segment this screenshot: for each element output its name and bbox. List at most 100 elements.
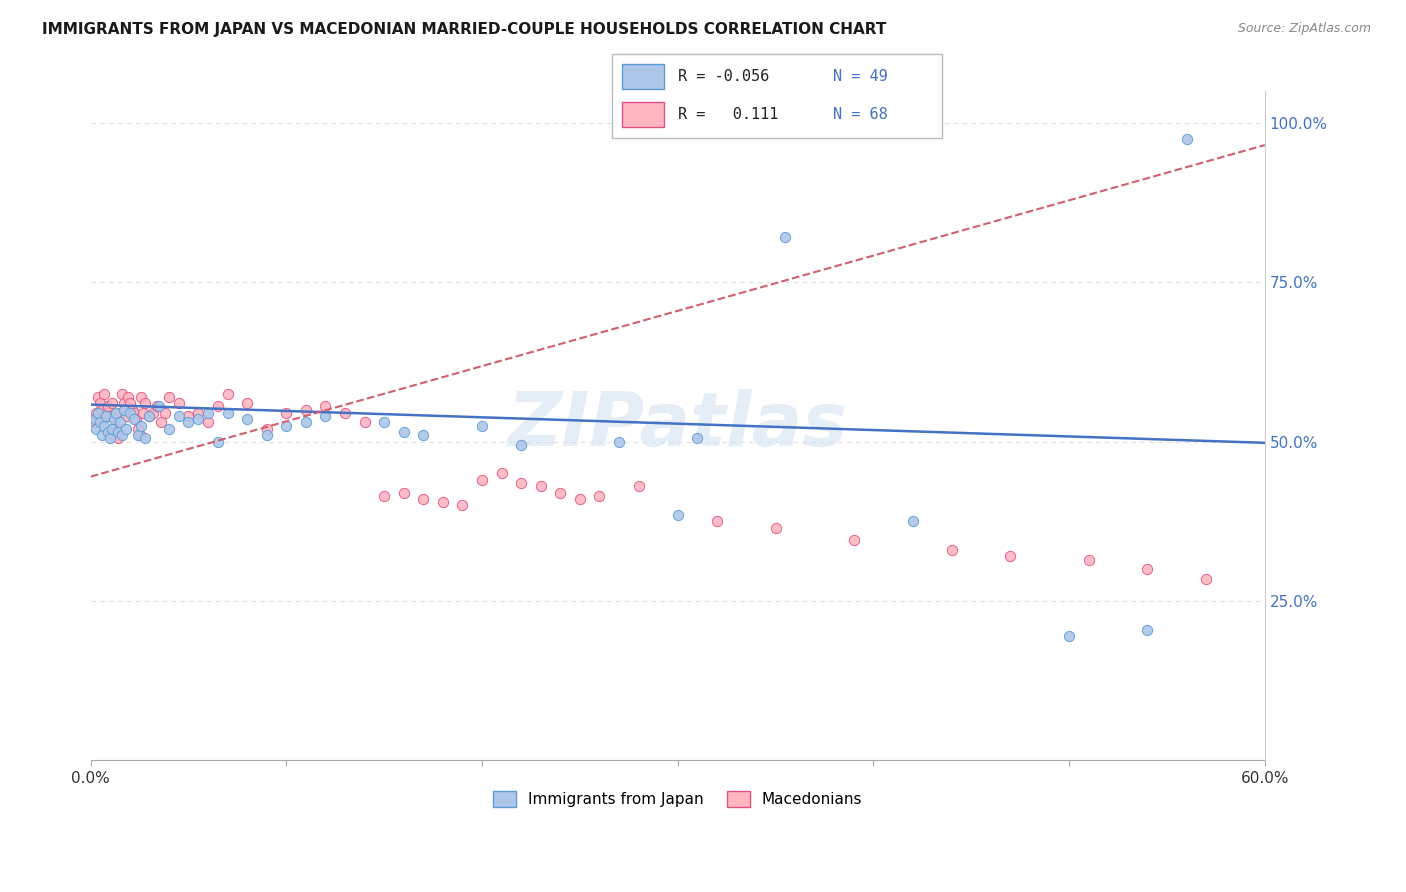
Point <box>471 473 494 487</box>
Point <box>103 428 125 442</box>
Point <box>187 412 209 426</box>
Point <box>392 485 415 500</box>
Point <box>107 425 129 439</box>
Point <box>1000 549 1022 564</box>
Point <box>353 416 375 430</box>
Point <box>107 431 129 445</box>
Point <box>666 508 689 522</box>
Point <box>550 485 572 500</box>
Point <box>132 406 155 420</box>
Point <box>105 406 128 420</box>
Point <box>842 533 865 548</box>
Point <box>127 422 149 436</box>
Point <box>295 402 318 417</box>
Point <box>412 491 434 506</box>
Point <box>217 406 239 420</box>
Point <box>530 479 553 493</box>
FancyBboxPatch shape <box>621 63 665 89</box>
Point <box>295 416 318 430</box>
Point <box>86 406 108 420</box>
Point <box>1136 562 1159 576</box>
Point <box>86 422 108 436</box>
Point <box>108 406 131 420</box>
Point <box>134 431 156 445</box>
Point <box>96 409 118 423</box>
Point <box>115 422 138 436</box>
Point <box>432 495 454 509</box>
Point <box>108 416 131 430</box>
Point <box>256 428 278 442</box>
Text: Source: ZipAtlas.com: Source: ZipAtlas.com <box>1237 22 1371 36</box>
Point <box>112 402 135 417</box>
Point <box>588 489 610 503</box>
Point <box>314 400 336 414</box>
Point <box>142 406 165 420</box>
Point <box>167 409 190 423</box>
Point <box>105 418 128 433</box>
Point <box>83 416 105 430</box>
Point <box>1077 552 1099 566</box>
Point <box>122 412 145 426</box>
Point <box>91 428 114 442</box>
Point <box>124 412 146 426</box>
Point <box>197 406 219 420</box>
Point <box>121 402 143 417</box>
Point <box>451 498 474 512</box>
Point <box>122 406 145 420</box>
Text: N = 49: N = 49 <box>832 69 887 84</box>
Point <box>607 434 630 449</box>
Point <box>765 521 787 535</box>
Point <box>118 396 141 410</box>
Text: N = 68: N = 68 <box>832 107 887 122</box>
Point <box>101 422 124 436</box>
Point <box>115 409 138 423</box>
Point <box>941 543 963 558</box>
Point <box>89 396 111 410</box>
Point <box>177 409 200 423</box>
Point <box>207 434 229 449</box>
Point <box>98 431 121 445</box>
Point <box>1057 629 1080 643</box>
Point <box>128 428 150 442</box>
Point <box>89 416 111 430</box>
Point <box>627 479 650 493</box>
Point <box>1195 572 1218 586</box>
Text: IMMIGRANTS FROM JAPAN VS MACEDONIAN MARRIED-COUPLE HOUSEHOLDS CORRELATION CHART: IMMIGRANTS FROM JAPAN VS MACEDONIAN MARR… <box>42 22 887 37</box>
Point <box>276 406 298 420</box>
Point <box>1136 623 1159 637</box>
Point <box>775 230 797 244</box>
Point <box>314 409 336 423</box>
FancyBboxPatch shape <box>612 54 942 138</box>
Point <box>131 390 153 404</box>
Point <box>131 418 153 433</box>
Point <box>686 431 709 445</box>
Point <box>93 418 115 433</box>
Point <box>276 418 298 433</box>
Point <box>187 406 209 420</box>
Point <box>148 400 170 414</box>
Point <box>157 390 180 404</box>
Point <box>96 406 118 420</box>
Point <box>207 400 229 414</box>
Point <box>392 425 415 439</box>
Point <box>236 412 259 426</box>
Point <box>177 416 200 430</box>
Point <box>510 475 533 490</box>
Point <box>568 491 591 506</box>
Point <box>93 386 115 401</box>
Point <box>112 396 135 410</box>
Point <box>706 514 728 528</box>
Point <box>153 406 176 420</box>
Point <box>256 422 278 436</box>
Point <box>97 425 120 439</box>
Point <box>901 514 924 528</box>
Point <box>197 416 219 430</box>
Point <box>118 406 141 420</box>
Point <box>217 386 239 401</box>
Point <box>111 428 134 442</box>
Point <box>91 402 114 417</box>
Point <box>103 412 125 426</box>
Point <box>97 400 120 414</box>
Point <box>101 396 124 410</box>
Point <box>134 396 156 410</box>
